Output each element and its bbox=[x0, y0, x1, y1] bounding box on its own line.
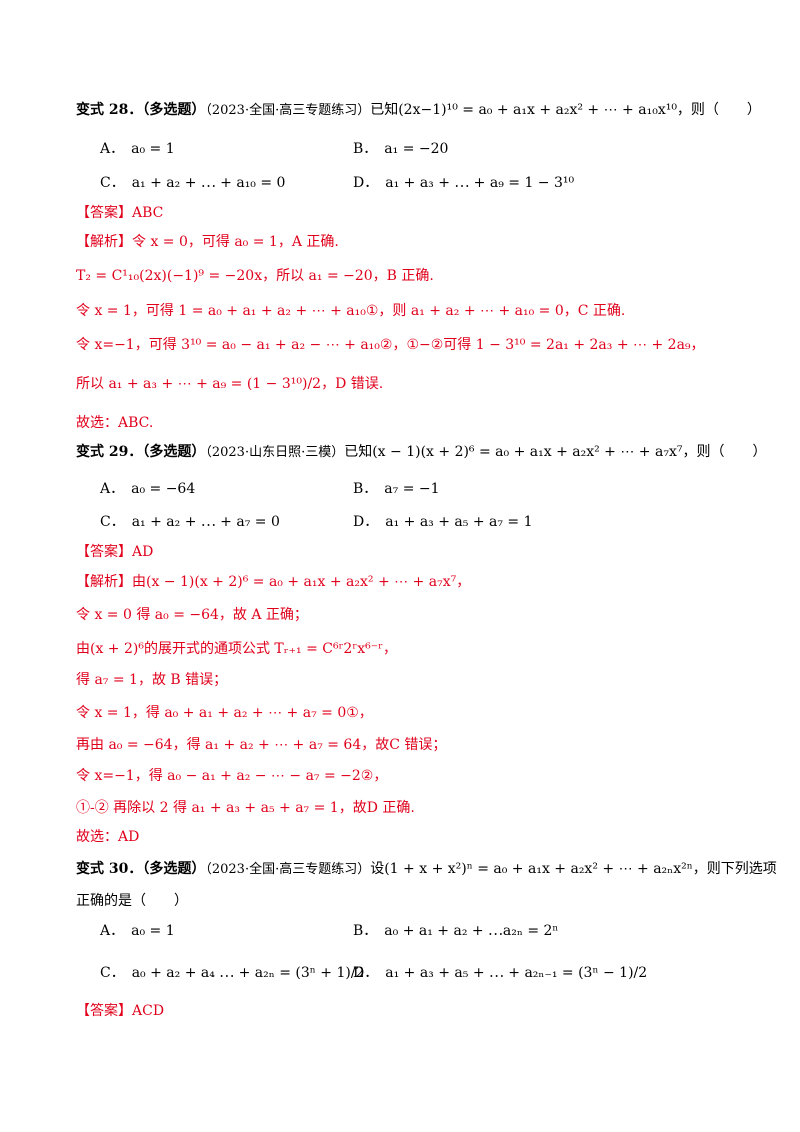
q30-stem-text: 设(1 + x + x²)ⁿ = a₀ + a₁x + a₂x² + ⋯ + a… bbox=[370, 861, 777, 877]
q29-option-a: A． a₀ = −64 bbox=[100, 481, 196, 497]
q29-solution-line: 【解析】由(x − 1)(x + 2)⁶ = a₀ + a₁x + a₂x² +… bbox=[76, 574, 471, 590]
q28-solution-line: 令 x=−1，可得 3¹⁰ = a₀ − a₁ + a₂ − ⋯ + a₁₀②，… bbox=[76, 337, 705, 353]
q30-header: 变式 30．（多选题） bbox=[76, 861, 206, 877]
q28-source: （2023·全国·高三专题练习） bbox=[205, 103, 371, 118]
q29-source: （2023·山东日照·三模） bbox=[205, 445, 345, 460]
q30-stem-continuation: 正确的是（ ） bbox=[76, 893, 188, 909]
q28-stem-text: 已知(2x−1)¹⁰ = a₀ + a₁x + a₂x² + ⋯ + a₁₀x¹… bbox=[370, 102, 761, 118]
q29-solution-line: 令 x = 1，得 a₀ + a₁ + a₂ + ⋯ + a₇ = 0①， bbox=[76, 705, 373, 721]
q28-conclusion: 故选：ABC. bbox=[76, 415, 154, 431]
q29-answer: 【答案】AD bbox=[76, 544, 154, 560]
q28-stem: 变式 28．（多选题）（2023·全国·高三专题练习）已知(2x−1)¹⁰ = … bbox=[76, 99, 761, 122]
q29-stem: 变式 29．（多选题）（2023·山东日照·三模）已知(x − 1)(x + 2… bbox=[76, 441, 766, 464]
q29-conclusion: 故选：AD bbox=[76, 829, 140, 845]
q28-solution-line: 【解析】令 x = 0，可得 a₀ = 1，A 正确. bbox=[76, 234, 339, 250]
q28-answer: 【答案】ABC bbox=[76, 205, 164, 221]
q29-header: 变式 29．（多选题） bbox=[76, 444, 206, 460]
q29-solution-line: 令 x=−1，得 a₀ − a₁ + a₂ − ⋯ − a₇ = −2②， bbox=[76, 768, 388, 784]
q28-solution-line: T₂ = C¹₁₀(2x)(−1)⁹ = −20x，所以 a₁ = −20，B … bbox=[76, 268, 434, 284]
q29-stem-text: 已知(x − 1)(x + 2)⁶ = a₀ + a₁x + a₂x² + ⋯ … bbox=[344, 444, 767, 460]
q29-solution-line: 再由 a₀ = −64，得 a₁ + a₂ + ⋯ + a₇ = 64，故C 错… bbox=[76, 737, 447, 753]
q29-solution-line: 得 a₇ = 1，故 B 错误； bbox=[76, 672, 228, 688]
q29-solution-line: 令 x = 0 得 a₀ = −64，故 A 正确； bbox=[76, 607, 308, 623]
q30-stem: 变式 30．（多选题）（2023·全国·高三专题练习）设(1 + x + x²)… bbox=[76, 858, 777, 881]
q28-option-d: D． a₁ + a₃ + ⋯ + a₉ = 1 − 3¹⁰ bbox=[353, 175, 575, 191]
q28-solution-line: 令 x = 1，可得 1 = a₀ + a₁ + a₂ + ⋯ + a₁₀①，则… bbox=[76, 303, 626, 319]
q29-option-b: B． a₇ = −1 bbox=[353, 481, 440, 497]
q28-header: 变式 28．（多选题） bbox=[76, 102, 206, 118]
q28-option-c: C． a₁ + a₂ + ⋯ + a₁₀ = 0 bbox=[100, 175, 286, 191]
q30-option-d: D． a₁ + a₃ + a₅ + ⋯ + a₂ₙ₋₁ = (3ⁿ − 1)/2 bbox=[353, 965, 648, 981]
q29-solution-line: ①-② 再除以 2 得 a₁ + a₃ + a₅ + a₇ = 1，故D 正确. bbox=[76, 800, 415, 816]
q28-option-a: A． a₀ = 1 bbox=[100, 141, 175, 157]
q30-answer: 【答案】ACD bbox=[76, 1003, 165, 1019]
q28-solution-line: 所以 a₁ + a₃ + ⋯ + a₉ = (1 − 3¹⁰)/2，D 错误. bbox=[76, 376, 384, 392]
q29-option-c: C． a₁ + a₂ + ⋯ + a₇ = 0 bbox=[100, 514, 280, 530]
q29-solution-line: 由(x + 2)⁶的展开式的通项公式 Tᵣ₊₁ = C⁶ʳ2ʳx⁶⁻ʳ， bbox=[76, 641, 397, 657]
q30-option-c: C． a₀ + a₂ + a₄ ⋯ + a₂ₙ = (3ⁿ + 1)/2 bbox=[100, 965, 365, 981]
q30-source: （2023·全国·高三专题练习） bbox=[205, 862, 371, 877]
q30-option-b: B． a₀ + a₁ + a₂ + ⋯a₂ₙ = 2ⁿ bbox=[353, 923, 559, 939]
q30-option-a: A． a₀ = 1 bbox=[100, 923, 175, 939]
q28-option-b: B． a₁ = −20 bbox=[353, 141, 449, 157]
q29-option-d: D． a₁ + a₃ + a₅ + a₇ = 1 bbox=[353, 514, 533, 530]
